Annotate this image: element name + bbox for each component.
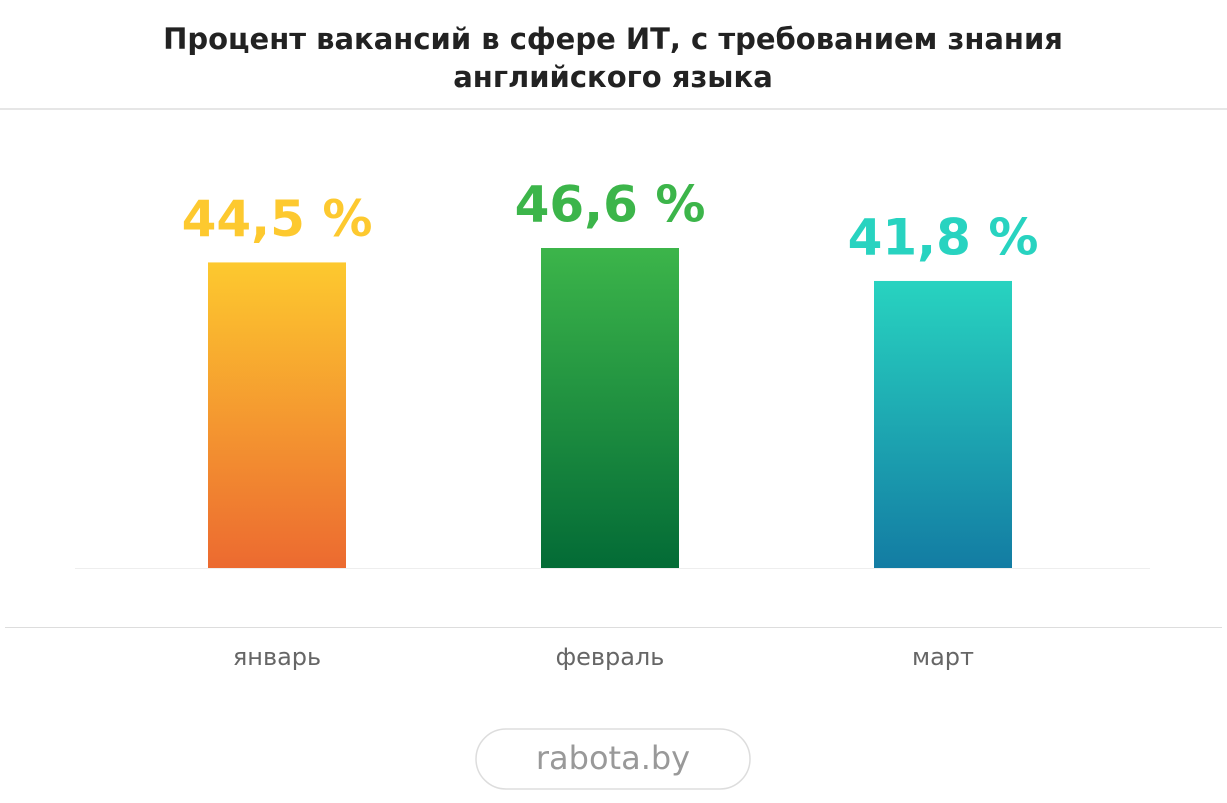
value-label: 46,6 % [515,176,706,234]
chart-title: Процент вакансий в сфере ИТ, с требовани… [163,22,1063,94]
x-tick-label: март [912,643,974,671]
bar [541,248,679,568]
value-label: 44,5 % [182,190,373,248]
source-pill [475,728,751,790]
bar [208,262,346,568]
bar [874,280,1012,568]
x-tick-label: февраль [556,643,665,671]
value-label: 41,8 % [848,208,1039,266]
x-tick-label: январь [233,643,321,671]
source: rabota.by [536,739,690,777]
